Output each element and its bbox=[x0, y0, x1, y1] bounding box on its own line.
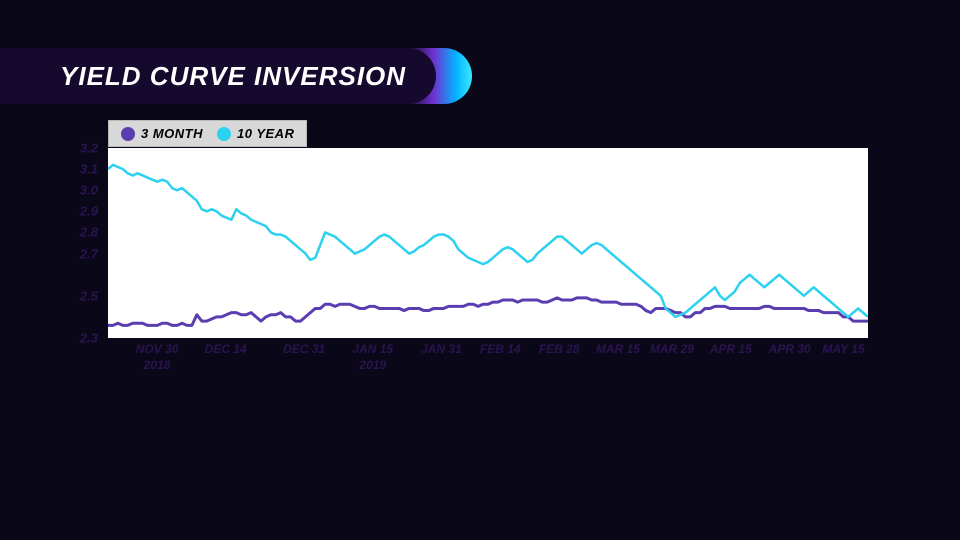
chart-lines bbox=[108, 148, 868, 338]
legend-label-3month: 3 MONTH bbox=[141, 126, 203, 141]
title-gradient-accent bbox=[408, 48, 472, 104]
y-tick-label: 2.9 bbox=[80, 204, 98, 219]
x-tick-label: APR 15 bbox=[710, 342, 752, 358]
legend-item-10year: 10 YEAR bbox=[217, 126, 294, 141]
x-tick-label: DEC 14 bbox=[205, 342, 247, 358]
x-tick-label: FEB 14 bbox=[480, 342, 521, 358]
y-tick-label: 3.0 bbox=[80, 183, 98, 198]
x-tick-label: FEB 28 bbox=[539, 342, 580, 358]
title-banner: YIELD CURVE INVERSION bbox=[0, 48, 436, 104]
x-tick-label: MAR 29 bbox=[650, 342, 694, 358]
plot-area bbox=[108, 148, 868, 338]
y-axis: 3.23.13.02.92.82.72.52.3 bbox=[60, 148, 104, 338]
y-tick-label: 3.2 bbox=[80, 141, 98, 156]
x-tick-label: DEC 31 bbox=[283, 342, 325, 358]
y-tick-label: 2.7 bbox=[80, 246, 98, 261]
x-tick-label: JAN 31 bbox=[421, 342, 462, 358]
y-tick-label: 2.3 bbox=[80, 331, 98, 346]
x-tick-label: APR 30 bbox=[769, 342, 811, 358]
legend: 3 MONTH 10 YEAR bbox=[108, 120, 307, 147]
chart-title: YIELD CURVE INVERSION bbox=[60, 61, 406, 92]
x-tick-label: JAN 152019 bbox=[352, 342, 393, 373]
x-tick-label: MAR 15 bbox=[596, 342, 640, 358]
title-bg: YIELD CURVE INVERSION bbox=[0, 48, 436, 104]
chart-container: 3 MONTH 10 YEAR 3.2 3.1 3.0 2.9 2.8 2.7 2.5 2.3… bbox=[60, 120, 900, 400]
series-line bbox=[108, 298, 868, 325]
x-tick-label: NOV 302018 bbox=[136, 342, 179, 373]
x-tick-label: MAY 15 bbox=[822, 342, 864, 358]
legend-swatch-3month bbox=[121, 127, 135, 141]
series-line bbox=[108, 165, 868, 317]
legend-label-10year: 10 YEAR bbox=[237, 126, 294, 141]
y-tick-label: 2.5 bbox=[80, 288, 98, 303]
legend-swatch-10year bbox=[217, 127, 231, 141]
legend-item-3month: 3 MONTH bbox=[121, 126, 203, 141]
y-tick-label: 2.8 bbox=[80, 225, 98, 240]
y-tick-label: 3.1 bbox=[80, 162, 98, 177]
